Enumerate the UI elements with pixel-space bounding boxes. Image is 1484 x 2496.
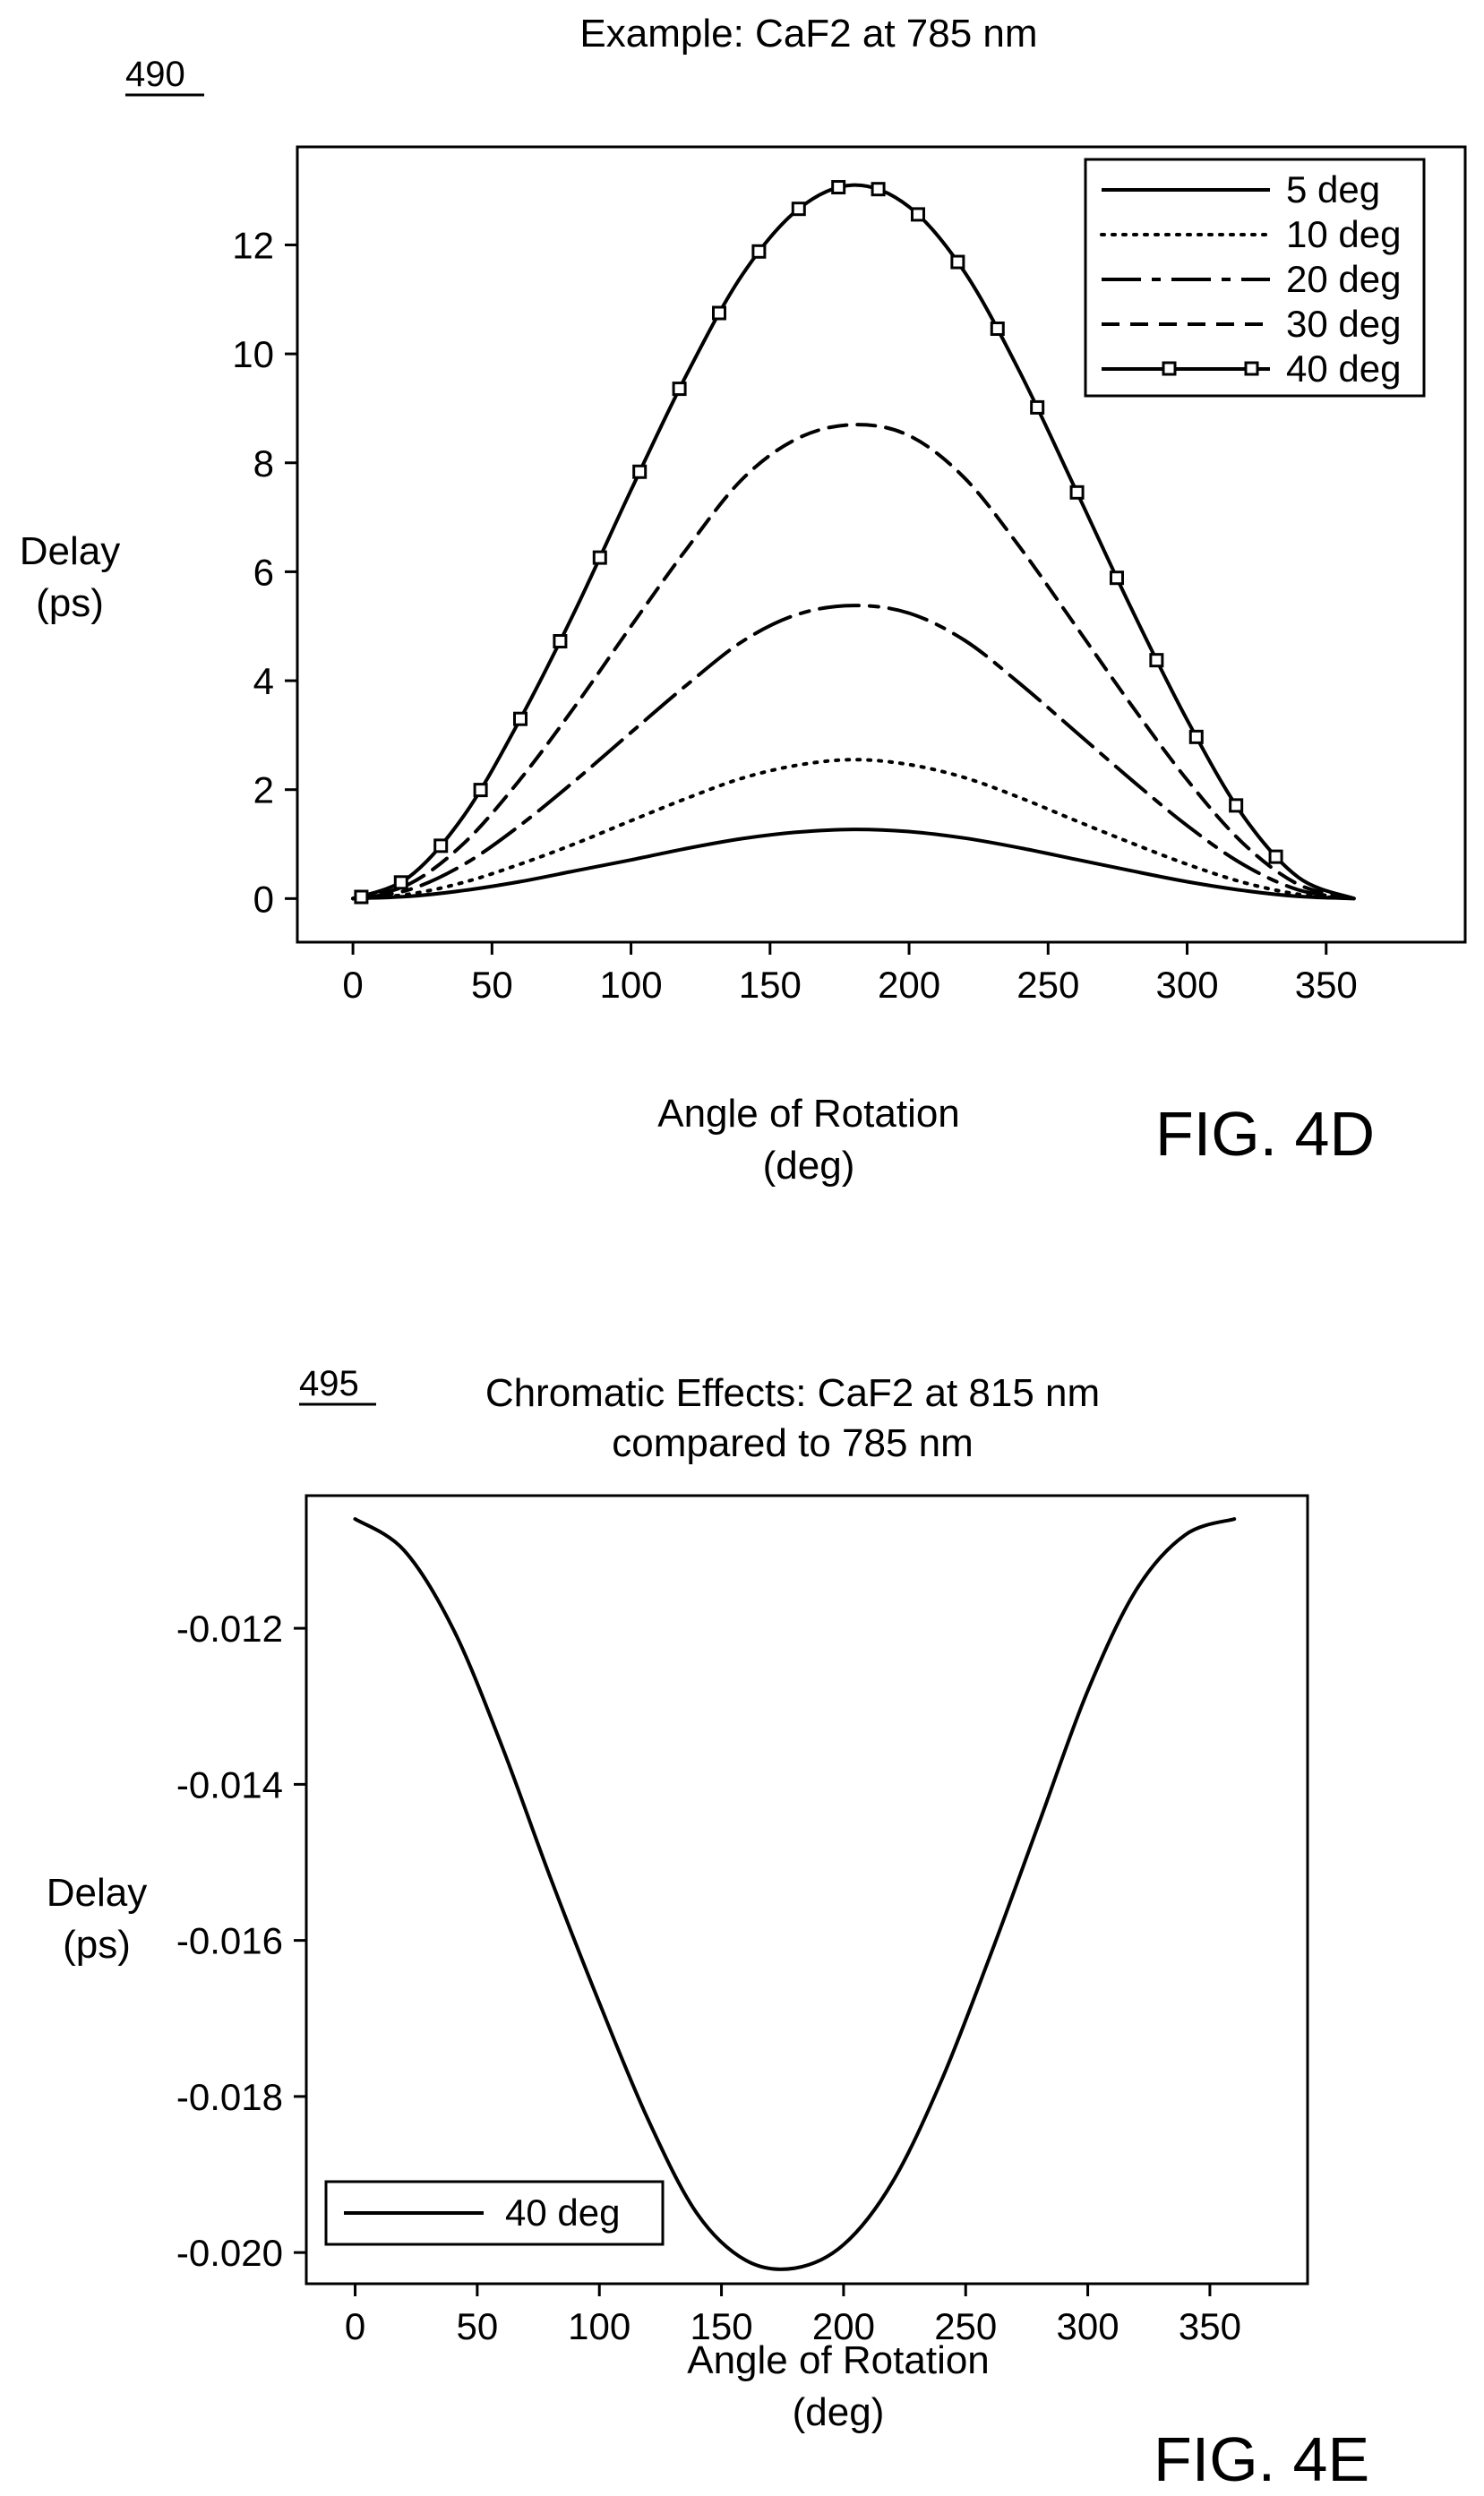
series-marker-40-deg <box>1030 399 1045 415</box>
series-marker-40-deg <box>473 783 488 798</box>
y-tick-label-3: -0.018 <box>176 2076 283 2118</box>
y-tick-label-2: 4 <box>253 660 274 702</box>
x-tick-label-200: 200 <box>878 964 940 1006</box>
series-line-40-deg <box>351 183 1356 901</box>
series-marker-40-deg <box>831 180 846 195</box>
series-marker-40-deg <box>1188 729 1204 744</box>
series-marker-40-deg <box>592 550 607 565</box>
chart-4d-frame <box>296 145 1467 944</box>
chart-4d-title: Example: CaF2 at 785 nm <box>579 12 1037 56</box>
fig-label-4e: FIG. 4E <box>1154 2424 1369 2494</box>
series-marker-40-deg <box>950 254 965 270</box>
legend-label-40-deg-4e: 40 deg <box>505 2192 620 2234</box>
series-marker-40-deg <box>1109 570 1124 586</box>
x-tick-label-150: 150 <box>739 964 802 1006</box>
series-line-30-deg <box>351 423 1356 901</box>
series-marker-40-deg <box>711 305 726 321</box>
legend-label-5-deg: 5 deg <box>1286 168 1380 210</box>
chart-4e-legend: 40 deg <box>324 2180 665 2246</box>
chart-4e-ylabel-line2: (ps) <box>63 1923 131 1967</box>
y-tick-label-0: -0.012 <box>176 1608 283 1650</box>
y-tick-label-4: 8 <box>253 442 274 485</box>
x-tick-label-50: 50 <box>457 2305 499 2347</box>
series-marker-40-deg <box>553 634 568 649</box>
x-tick-label-300: 300 <box>1057 2305 1119 2347</box>
chart-4d-axes: 0 50 100 150 200 250 300 350 0 2 4 6 8 10 12 <box>232 224 1358 1006</box>
legend-label-30-deg: 30 deg <box>1286 303 1401 345</box>
ref-number-490: 490 <box>125 55 185 94</box>
x-tick-label-350: 350 <box>1179 2305 1241 2347</box>
y-tick-label-5: 10 <box>232 333 274 375</box>
x-tick-label-100: 100 <box>600 964 663 1006</box>
chart-4d-ylabel-line2: (ps) <box>36 581 104 625</box>
chart-4d-ylabel-line1: Delay <box>20 529 121 573</box>
series-marker-40-deg <box>1069 485 1085 500</box>
series-marker-40-deg <box>791 202 806 217</box>
series-marker-40-deg <box>871 182 886 197</box>
legend-swatch-40-deg-marker-b <box>1244 361 1259 376</box>
series-marker-40-deg <box>354 889 369 905</box>
legend-swatch-40-deg-marker-a <box>1162 361 1177 376</box>
series-marker-40-deg <box>910 207 925 222</box>
chart-4e-frame <box>305 1494 1309 2286</box>
x-tick-label-0: 0 <box>342 964 363 1006</box>
series-marker-40-deg <box>632 464 648 479</box>
x-tick-label-250: 250 <box>1016 964 1079 1006</box>
chart-4d-xlabel-line2: (deg) <box>763 1144 855 1188</box>
series-marker-40-deg <box>1268 849 1283 864</box>
chart-4e-series <box>353 1517 1237 2271</box>
series-marker-40-deg <box>990 322 1005 337</box>
x-tick-label-350: 350 <box>1295 964 1358 1006</box>
ref-number-495: 495 <box>299 1364 359 1403</box>
y-tick-label-4: -0.020 <box>176 2232 283 2274</box>
legend-label-10-deg: 10 deg <box>1286 213 1401 255</box>
series-line-10-deg <box>351 758 1356 901</box>
x-tick-label-50: 50 <box>471 964 513 1006</box>
chart-4d-series <box>351 180 1356 905</box>
y-tick-label-0: 0 <box>253 878 274 920</box>
x-tick-label-150: 150 <box>691 2305 753 2347</box>
series-marker-40-deg <box>672 382 687 397</box>
series-marker-40-deg <box>513 711 528 726</box>
series-line-5-deg <box>351 828 1356 901</box>
chart-4e-title: Chromatic Effects: CaF2 at 815 nm <box>485 1371 1100 1415</box>
chart-4e-xlabel-line2: (deg) <box>793 2390 885 2434</box>
series-line-20-deg <box>351 604 1356 901</box>
y-tick-label-3: 6 <box>253 551 274 593</box>
series-marker-40-deg <box>393 875 408 890</box>
figure-4e: 495 Chromatic Effects: CaF2 at 815 nm co… <box>47 1364 1369 2494</box>
chart-4e-xlabel-line1: Angle of Rotation <box>687 2338 990 2382</box>
x-tick-label-250: 250 <box>934 2305 997 2347</box>
chart-4d-xlabel-line1: Angle of Rotation <box>657 1092 960 1136</box>
y-tick-label-1: -0.014 <box>176 1763 283 1806</box>
series-marker-40-deg <box>433 838 449 853</box>
series-line-40-deg <box>353 1517 1237 2271</box>
chart-4e-subtitle: compared to 785 nm <box>612 1421 974 1465</box>
y-tick-label-6: 12 <box>232 224 274 266</box>
legend-label-40-deg: 40 deg <box>1286 347 1401 390</box>
series-marker-40-deg <box>751 244 767 259</box>
chart-4e-ylabel-line1: Delay <box>47 1871 148 1915</box>
fig-label-4d: FIG. 4D <box>1155 1099 1375 1169</box>
x-tick-label-300: 300 <box>1155 964 1218 1006</box>
series-marker-40-deg <box>1149 653 1164 668</box>
chart-4d-legend: 5 deg 10 deg 20 deg 30 deg 40 deg <box>1084 158 1426 398</box>
x-tick-label-0: 0 <box>345 2305 365 2347</box>
chart-4e-axes: 0 50 100 150 200 250 300 350 -0.012 -0.014 -0.016 -… <box>176 1608 1241 2347</box>
x-tick-label-200: 200 <box>812 2305 875 2347</box>
figure-4d: 490 Example: CaF2 at 785 nm 0 50 100 150 200… <box>20 12 1467 1188</box>
x-tick-label-100: 100 <box>568 2305 630 2347</box>
series-marker-40-deg <box>1229 798 1244 813</box>
y-tick-label-2: -0.016 <box>176 1920 283 1962</box>
legend-label-20-deg: 20 deg <box>1286 258 1401 300</box>
y-tick-label-1: 2 <box>253 769 274 811</box>
